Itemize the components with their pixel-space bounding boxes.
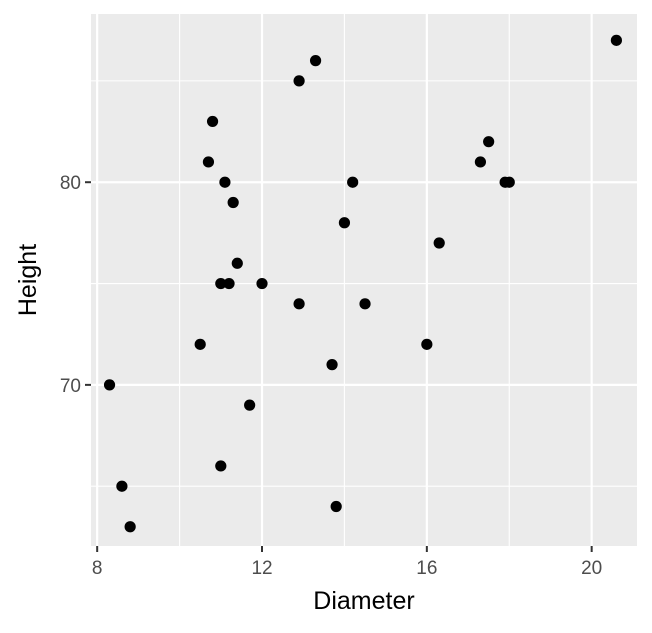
data-point bbox=[347, 176, 359, 188]
x-axis-ticks: 8 12 16 20 bbox=[92, 546, 602, 579]
x-tick-label: 8 bbox=[92, 558, 103, 579]
data-point bbox=[474, 156, 487, 168]
data-point bbox=[231, 257, 243, 269]
x-tick-label: 12 bbox=[251, 558, 272, 579]
y-axis-title: Height bbox=[14, 244, 42, 316]
data-point bbox=[293, 75, 305, 87]
data-point bbox=[124, 521, 136, 533]
data-point bbox=[206, 115, 219, 128]
x-axis-title: Diameter bbox=[313, 587, 414, 615]
data-point bbox=[483, 136, 495, 148]
data-point bbox=[227, 196, 239, 209]
plot-panel bbox=[91, 14, 637, 546]
data-point bbox=[215, 460, 227, 472]
data-point bbox=[610, 34, 622, 46]
data-point bbox=[202, 156, 215, 168]
x-tick-label: 20 bbox=[581, 558, 602, 579]
major-gridlines bbox=[91, 14, 637, 546]
x-tick-label: 16 bbox=[416, 558, 437, 579]
y-tick-label: 70 bbox=[60, 376, 81, 397]
data-point bbox=[215, 277, 227, 290]
y-tick-label: 80 bbox=[60, 173, 81, 194]
y-axis-ticks: 70 80 bbox=[60, 173, 91, 397]
data-point bbox=[421, 338, 433, 350]
minor-gridlines bbox=[91, 14, 637, 546]
data-point bbox=[309, 55, 322, 67]
data-point bbox=[503, 176, 515, 188]
data-point bbox=[359, 298, 371, 310]
data-point bbox=[116, 480, 128, 492]
data-point bbox=[338, 217, 351, 229]
data-point bbox=[256, 277, 268, 290]
data-point bbox=[194, 338, 206, 350]
data-point bbox=[103, 379, 116, 391]
data-points bbox=[103, 34, 622, 533]
data-point bbox=[293, 298, 305, 310]
data-point bbox=[244, 399, 256, 411]
data-point bbox=[219, 176, 231, 188]
data-point bbox=[326, 359, 338, 371]
data-point bbox=[223, 277, 235, 290]
data-point bbox=[433, 237, 445, 249]
data-point bbox=[330, 500, 342, 513]
